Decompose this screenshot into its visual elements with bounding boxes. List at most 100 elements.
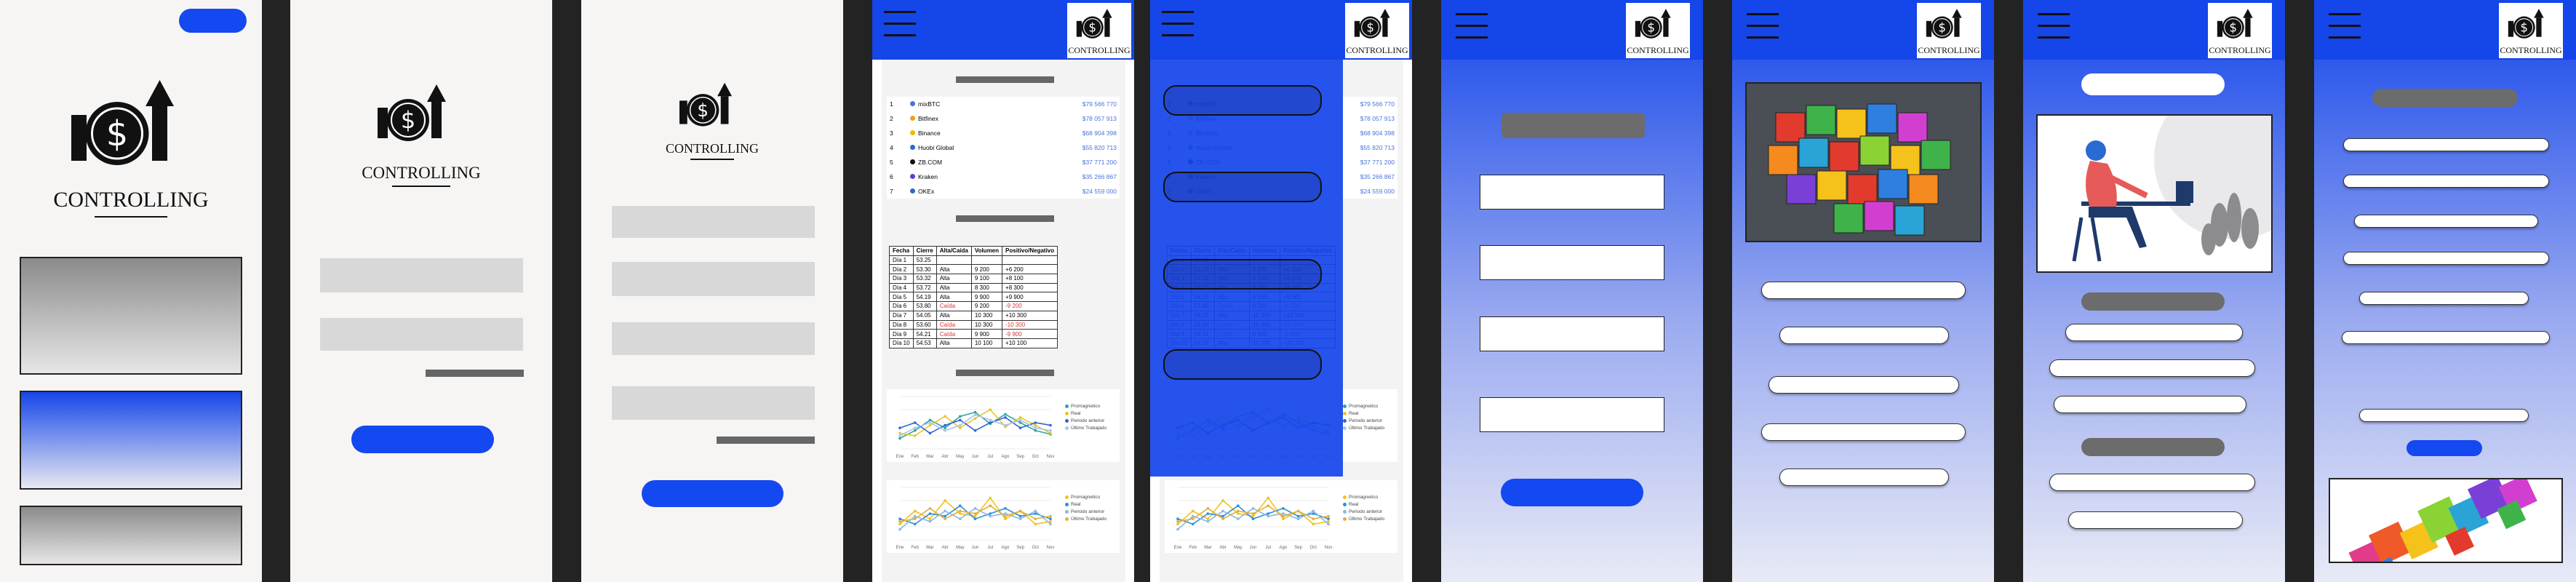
rates-cell: Día 6 xyxy=(889,301,914,311)
crypto-price: $55 820 713 xyxy=(1082,144,1117,151)
option-pill-4[interactable] xyxy=(2049,474,2255,491)
login-button[interactable] xyxy=(351,426,494,453)
list-pill-6[interactable] xyxy=(2342,331,2550,344)
username-field[interactable] xyxy=(320,258,523,292)
list-pill-7[interactable] xyxy=(2359,409,2529,422)
rates-cell: Alta xyxy=(936,264,972,275)
crypto-rank: 7 xyxy=(890,188,893,195)
option-pill-1[interactable] xyxy=(2065,324,2243,341)
side-menu-item-2[interactable] xyxy=(1163,172,1322,202)
crypto-row[interactable]: 4 Huobi Global $55 820 713 xyxy=(887,140,1120,155)
option-pill-2[interactable] xyxy=(1779,327,1949,344)
list-pill-3[interactable] xyxy=(2354,215,2538,228)
header-logo[interactable]: $ CONTROLLING xyxy=(1067,3,1131,58)
header-logo[interactable]: $ CONTROLLING xyxy=(1345,3,1409,58)
register-button[interactable] xyxy=(642,480,783,507)
password-field[interactable] xyxy=(320,318,523,351)
gradient-card-2[interactable] xyxy=(20,391,242,490)
screen-dashboard: $ CONTROLLING 1 mixBTC $79 566 770 2 Bitfine… xyxy=(872,0,1134,582)
option-pill-2[interactable] xyxy=(2049,359,2255,377)
header-logo[interactable]: $ CONTROLLING xyxy=(1626,3,1690,58)
rates-cell: Alta xyxy=(936,338,972,348)
list-pill-1[interactable] xyxy=(2343,138,2549,151)
forgot-password-link[interactable] xyxy=(426,370,524,377)
save-button[interactable] xyxy=(2406,440,2482,456)
menu-icon[interactable] xyxy=(884,11,916,39)
crypto-row[interactable]: 2 Bitfinex $78 057 913 xyxy=(887,111,1120,126)
menu-icon[interactable] xyxy=(1162,11,1194,39)
data-point xyxy=(913,434,917,437)
form-field-3[interactable] xyxy=(1480,316,1664,351)
side-menu-item-4[interactable] xyxy=(1163,349,1322,380)
list-pill-2[interactable] xyxy=(2343,175,2549,188)
legend-item: Último Trabajado xyxy=(1065,517,1106,522)
x-tick-label: Jul xyxy=(987,455,993,459)
list-pill-4[interactable] xyxy=(2343,252,2549,265)
form-field-2[interactable] xyxy=(1480,245,1664,280)
option-pill-3[interactable] xyxy=(1768,376,1959,394)
exchange-icon xyxy=(910,174,915,179)
data-point xyxy=(1034,421,1037,424)
exchange-icon xyxy=(910,159,915,164)
colored-cubes-image xyxy=(1745,82,1982,242)
data-point xyxy=(1049,522,1052,526)
header-logo[interactable]: $ CONTROLLING xyxy=(2208,3,2272,58)
data-point xyxy=(1327,517,1330,520)
side-menu-item-1[interactable] xyxy=(1163,85,1322,116)
menu-icon[interactable] xyxy=(2038,13,2070,41)
list-pill-5[interactable] xyxy=(2359,292,2529,305)
crypto-row[interactable]: 6 Kraken $35 266 867 xyxy=(887,170,1120,184)
rates-cell: Caída xyxy=(936,319,972,330)
register-field-1[interactable] xyxy=(612,206,815,238)
crypto-name-label: Huobi Global xyxy=(918,144,954,151)
header-logo[interactable]: $ CONTROLLING xyxy=(1917,3,1981,58)
register-field-4[interactable] xyxy=(612,386,815,420)
rates-cell: Día 3 xyxy=(889,274,914,284)
data-point xyxy=(1312,517,1315,520)
menu-icon[interactable] xyxy=(2329,13,2361,41)
crypto-price: $37 771 200 xyxy=(1360,159,1395,166)
crypto-row[interactable]: 5 ZB.COM $37 771 200 xyxy=(887,155,1120,170)
data-point xyxy=(928,418,932,422)
gradient-card-3[interactable] xyxy=(20,506,242,565)
option-pill-1[interactable] xyxy=(1761,282,1966,299)
x-tick-label: Nov xyxy=(1047,455,1055,459)
option-pill-3[interactable] xyxy=(2054,396,2246,413)
data-point xyxy=(1018,426,1022,429)
submit-button[interactable] xyxy=(1501,479,1643,506)
data-point xyxy=(1327,520,1330,523)
register-field-3[interactable] xyxy=(612,322,815,355)
option-pill-5[interactable] xyxy=(1779,469,1949,486)
x-tick-label: Nov xyxy=(1325,546,1333,550)
data-point xyxy=(1267,504,1269,507)
data-point xyxy=(898,431,901,435)
menu-icon[interactable] xyxy=(1747,13,1779,41)
option-pill-5[interactable] xyxy=(2068,511,2243,529)
top-pill-button[interactable] xyxy=(179,9,247,33)
side-menu-item-3[interactable] xyxy=(1163,259,1322,290)
form-field-4[interactable] xyxy=(1480,397,1664,432)
data-point xyxy=(1221,499,1224,502)
data-point xyxy=(1282,507,1285,510)
register-field-2[interactable] xyxy=(612,262,815,296)
header-brand-name: CONTROLLING xyxy=(1918,45,1980,55)
data-point xyxy=(944,517,946,520)
header-logo[interactable]: $ CONTROLLING xyxy=(2499,3,2563,58)
data-point xyxy=(1176,520,1179,523)
data-point xyxy=(973,517,977,520)
option-pill-4[interactable] xyxy=(1761,423,1966,441)
crypto-row[interactable]: 1 mixBTC $79 566 770 xyxy=(887,97,1120,111)
svg-text:$: $ xyxy=(2229,20,2237,34)
register-link[interactable] xyxy=(717,436,815,444)
menu-icon[interactable] xyxy=(1456,13,1488,41)
crypto-name: OKEx xyxy=(907,184,1024,199)
x-tick-label: Ago xyxy=(1002,546,1010,550)
exchange-icon xyxy=(910,130,915,135)
gradient-card-1[interactable] xyxy=(20,257,242,375)
data-point xyxy=(1282,514,1285,518)
form-field-1[interactable] xyxy=(1480,175,1664,210)
crypto-row[interactable]: 3 Binance $68 904 398 xyxy=(887,126,1120,140)
data-point xyxy=(898,436,901,440)
crypto-row[interactable]: 7 OKEx $24 559 000 xyxy=(887,184,1120,199)
